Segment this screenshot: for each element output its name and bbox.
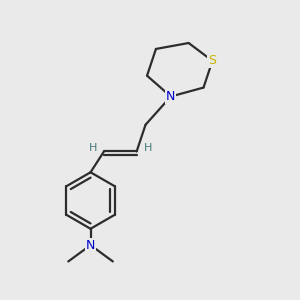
- Text: H: H: [88, 143, 97, 153]
- Text: S: S: [208, 54, 216, 67]
- Text: N: N: [166, 90, 176, 103]
- Text: H: H: [144, 143, 152, 153]
- Text: N: N: [86, 238, 95, 252]
